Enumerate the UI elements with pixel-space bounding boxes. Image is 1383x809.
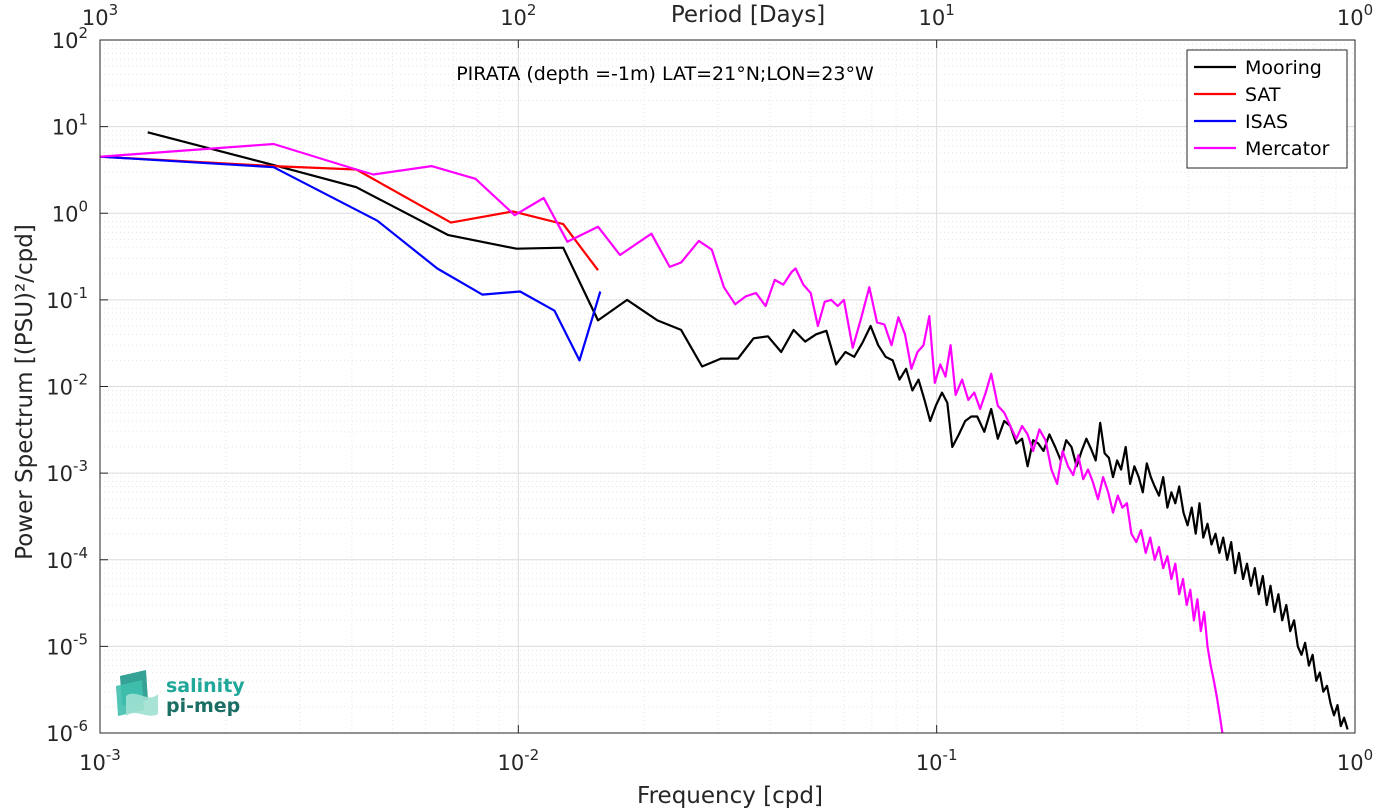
top-axis-label: Period [Days] (671, 2, 825, 28)
x-axis-label: Frequency [cpd] (637, 783, 823, 809)
y-tick-label: 10-5 (46, 630, 88, 659)
y-tick-label: 10-6 (46, 717, 88, 746)
y-tick-label: 102 (52, 24, 88, 53)
logo-text-salinity: salinity (166, 675, 245, 697)
x-tick-label: 10-3 (79, 746, 121, 775)
legend-label: Mooring (1245, 57, 1322, 79)
x-tick-label: 10-2 (497, 746, 539, 775)
top-tick-label: 101 (919, 1, 955, 30)
salinity-pi-mep-logo: salinity pi-mep (116, 670, 245, 717)
top-tick-label: 103 (82, 1, 118, 30)
top-tick-label: 102 (500, 1, 536, 30)
legend-label: SAT (1245, 84, 1281, 106)
legend: Mooring SAT ISAS Mercator (1186, 49, 1348, 169)
y-tick-label: 10-3 (46, 457, 88, 486)
series-layer (99, 131, 1349, 734)
series-line-mercator (99, 142, 1224, 734)
y-tick-label: 100 (52, 197, 88, 226)
y-tick-label: 10-1 (46, 284, 88, 313)
y-tick-label: 101 (52, 111, 88, 140)
y-tick-label: 10-2 (46, 371, 88, 400)
series-line-mooring (147, 131, 1349, 730)
logo-text-pi-mep: pi-mep (166, 695, 240, 717)
x-tick-label: 100 (1337, 746, 1373, 775)
legend-label: ISAS (1245, 111, 1288, 133)
legend-label: Mercator (1245, 138, 1330, 160)
wave-logo-icon (116, 670, 158, 716)
x-tick-label: 10-1 (916, 746, 958, 775)
chart-title: PIRATA (depth =-1m) LAT=21°N;LON=23°W (456, 63, 874, 85)
y-tick-label: 10-4 (46, 544, 88, 573)
series-line-isas (99, 155, 602, 362)
y-axis-label: Power Spectrum [(PSU)²/cpd] (12, 224, 38, 560)
top-tick-label: 100 (1337, 1, 1373, 30)
grid (99, 39, 1356, 734)
